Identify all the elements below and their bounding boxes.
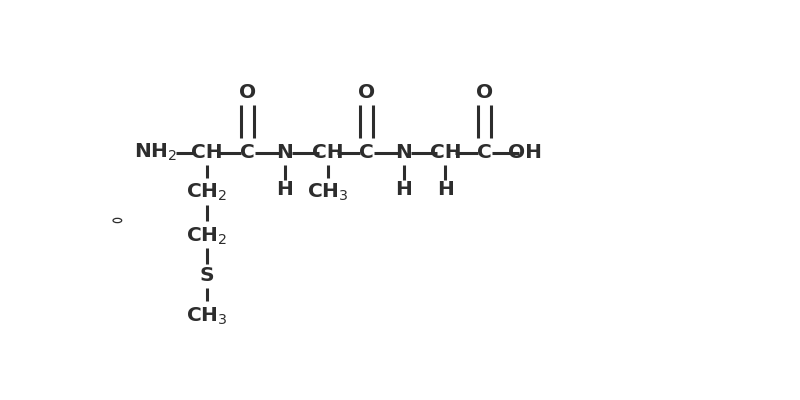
Text: H: H <box>395 180 412 199</box>
Text: CH$_2$: CH$_2$ <box>186 225 227 246</box>
Text: CH: CH <box>312 143 343 162</box>
Text: NH$_2$: NH$_2$ <box>134 142 178 163</box>
Text: CH: CH <box>191 143 222 162</box>
Text: H: H <box>276 180 293 199</box>
Text: OH: OH <box>508 143 542 162</box>
Text: H: H <box>437 180 454 199</box>
Text: O: O <box>476 83 493 102</box>
Text: CH$_3$: CH$_3$ <box>306 182 348 204</box>
Text: CH: CH <box>430 143 461 162</box>
Text: S: S <box>199 266 214 286</box>
Text: CH$_3$: CH$_3$ <box>186 305 227 327</box>
Text: N: N <box>276 143 293 162</box>
Text: C: C <box>359 143 374 162</box>
Text: O: O <box>239 83 256 102</box>
Text: C: C <box>240 143 255 162</box>
Text: C: C <box>477 143 492 162</box>
Text: CH$_2$: CH$_2$ <box>186 182 227 204</box>
Text: O: O <box>358 83 375 102</box>
Text: N: N <box>395 143 412 162</box>
